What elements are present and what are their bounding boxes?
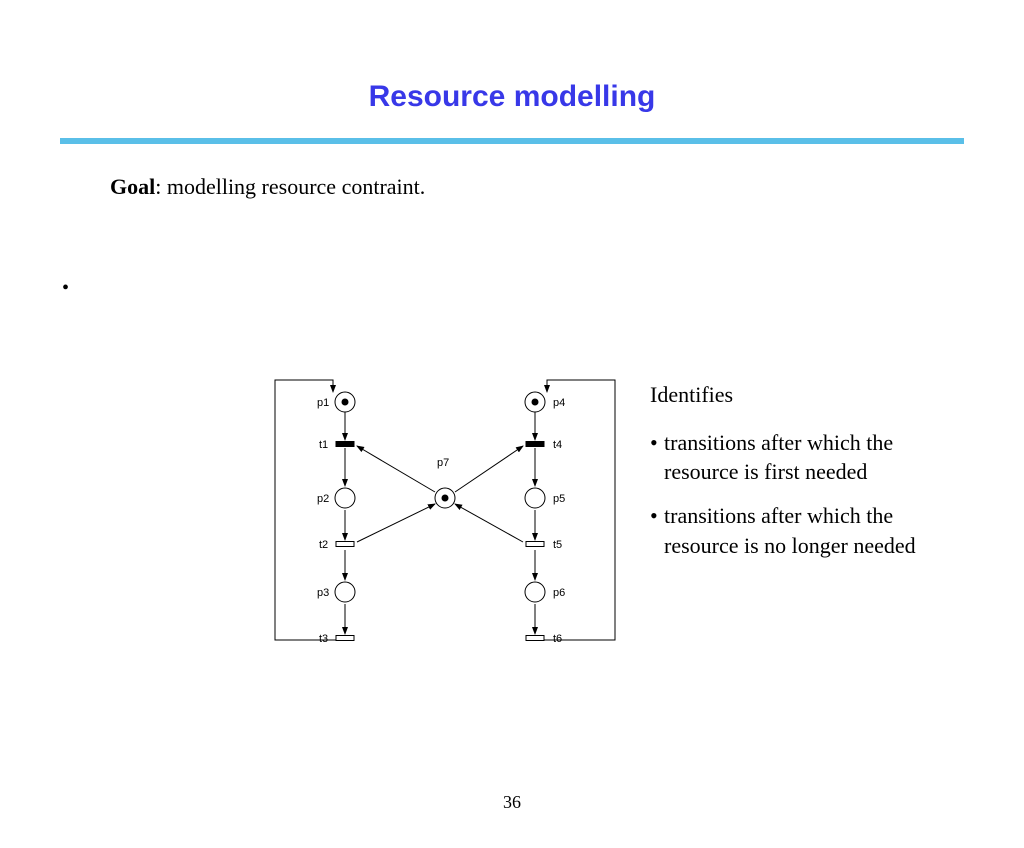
goal-text: : modelling resource contraint. bbox=[155, 174, 425, 199]
right-bullet-1-text: transitions after which the resource is … bbox=[664, 428, 970, 487]
svg-text:p5: p5 bbox=[553, 493, 565, 505]
identifies-heading: Identifies bbox=[650, 380, 970, 410]
right-bullet-2: • transitions after which the resource i… bbox=[650, 501, 970, 560]
goal-label: Goal bbox=[110, 174, 155, 199]
svg-text:t3: t3 bbox=[319, 633, 328, 645]
goal-line: Goal: modelling resource contraint. bbox=[110, 174, 1024, 200]
svg-text:p3: p3 bbox=[317, 587, 329, 599]
page-number: 36 bbox=[0, 792, 1024, 813]
svg-text:t6: t6 bbox=[553, 633, 562, 645]
svg-text:p2: p2 bbox=[317, 493, 329, 505]
right-column: Identifies • transitions after which the… bbox=[650, 380, 970, 560]
svg-text:p6: p6 bbox=[553, 587, 565, 599]
bullet-marker: • bbox=[62, 277, 69, 300]
svg-text:t1: t1 bbox=[319, 439, 328, 451]
petri-net-diagram: t1 t2 t3 t4 t5 t6 p1 p2 p3 p4 p5 p6 p7 bbox=[265, 360, 625, 680]
svg-text:p7: p7 bbox=[437, 457, 449, 469]
svg-text:p4: p4 bbox=[553, 397, 565, 409]
svg-text:t4: t4 bbox=[553, 439, 562, 451]
right-bullet-1: • transitions after which the resource i… bbox=[650, 428, 970, 487]
slide-title: Resource modelling bbox=[0, 80, 1024, 114]
svg-text:p1: p1 bbox=[317, 397, 329, 409]
svg-text:t5: t5 bbox=[553, 539, 562, 551]
svg-text:t2: t2 bbox=[319, 539, 328, 551]
right-bullet-2-text: transitions after which the resource is … bbox=[664, 501, 970, 560]
horizontal-rule bbox=[60, 138, 964, 144]
